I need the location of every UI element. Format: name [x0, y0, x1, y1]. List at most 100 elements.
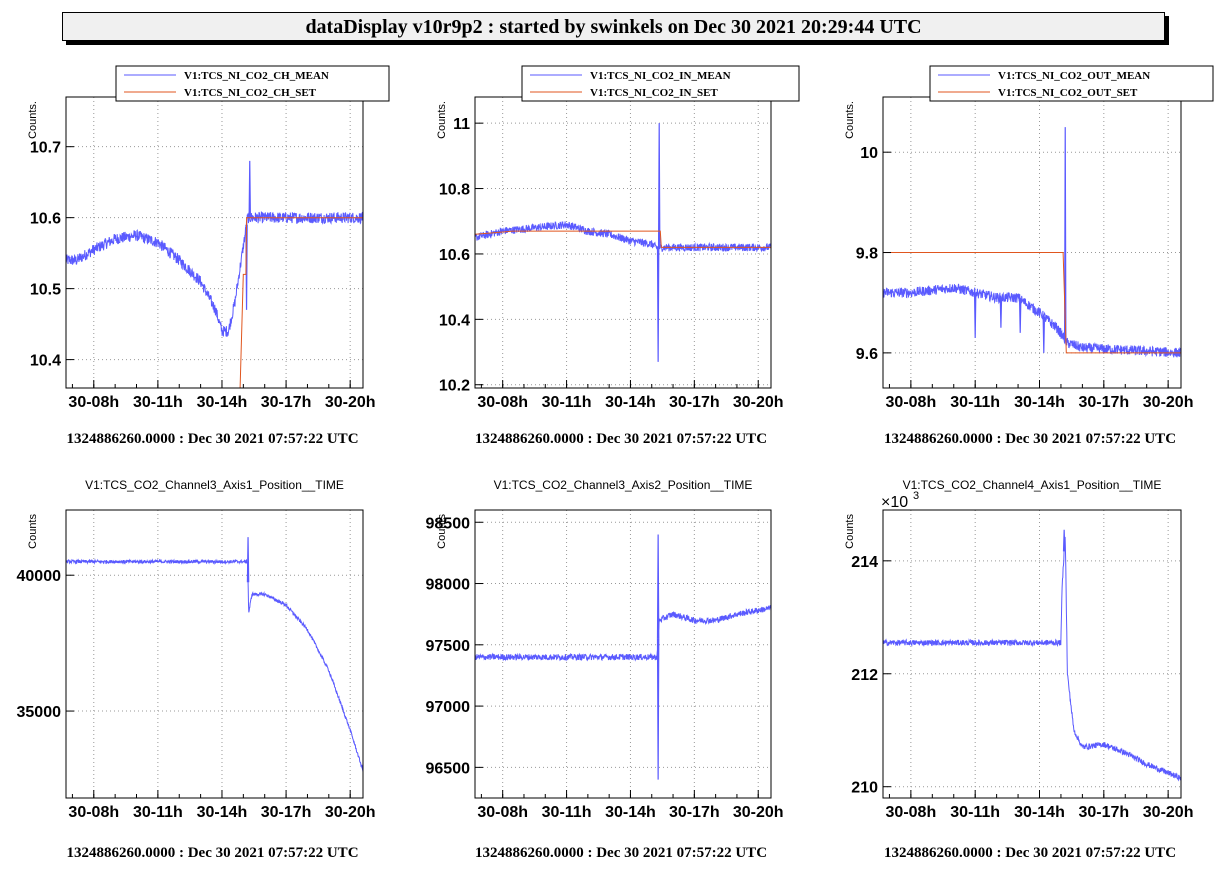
chart-caption: 1324886260.0000 : Dec 30 2021 07:57:22 U…: [66, 431, 358, 447]
x-tick-label: 30-14h: [605, 804, 656, 821]
x-tick-label: 30-08h: [68, 394, 119, 411]
y-axis-label: Counts: [27, 514, 39, 549]
y-tick-label: 97000: [426, 699, 471, 716]
legend-entry: V1:TCS_NI_CO2_CH_SET: [184, 87, 317, 99]
chart-panel-3: 30-08h 30-11h 30-14h 30-17h 30-20h 9.6 9.8 10Co…: [844, 65, 1214, 447]
x-tick-label: 30-17h: [261, 804, 312, 821]
legend-box: [521, 65, 800, 102]
legend-box: [929, 65, 1214, 102]
series-spike: [1062, 529, 1066, 552]
y-tick-label: 10.8: [439, 182, 470, 199]
x-tick-label: 30-20h: [325, 804, 376, 821]
y-tick-label: 10.7: [30, 140, 61, 157]
series-line-1: [883, 536, 1181, 782]
y-axis-label: Counts: [844, 514, 856, 549]
x-tick-label: 30-08h: [477, 394, 528, 411]
chart-panel-4: 30-08h 30-11h 30-14h 30-17h 30-20h 35000 40000…: [17, 478, 376, 861]
y-tick-label: 9.8: [856, 246, 878, 263]
y-tick-label: 10.2: [439, 378, 470, 395]
y-exponent-label: ×10: [881, 494, 908, 511]
series-line-1: [883, 283, 1181, 358]
series-spike: [973, 292, 977, 338]
x-tick-label: 30-20h: [325, 394, 376, 411]
plot-frame: [65, 509, 364, 799]
title-box: dataDisplay v10r9p2 : started by swinkel…: [62, 12, 1165, 41]
x-tick-label: 30-17h: [261, 394, 312, 411]
x-tick-label: 30-11h: [133, 394, 183, 411]
x-tick-label: 30-14h: [197, 394, 248, 411]
y-axis-label: Counts.: [27, 101, 39, 139]
x-tick-label: 30-11h: [542, 394, 592, 411]
chart-caption: 1324886260.0000 : Dec 30 2021 07:57:22 U…: [475, 431, 767, 447]
series-spike: [1042, 316, 1046, 353]
y-tick-label: 97500: [426, 638, 471, 655]
x-tick-label: 30-11h: [542, 804, 592, 821]
series-line-2: [883, 252, 1181, 354]
page-title: dataDisplay v10r9p2 : started by swinkel…: [305, 16, 922, 38]
x-tick-label: 30-11h: [950, 804, 1000, 821]
x-tick-label: 30-17h: [1078, 394, 1129, 411]
x-tick-label: 30-08h: [477, 804, 528, 821]
y-tick-label: 212: [851, 667, 878, 684]
plot-frame: [474, 96, 772, 389]
y-exponent-power: 3: [913, 490, 919, 502]
chart-panel-2: 30-08h 30-11h 30-14h 30-17h 30-20h 10.2 10.4 10…: [436, 65, 800, 447]
legend-entry: V1:TCS_NI_CO2_OUT_MEAN: [998, 70, 1150, 82]
y-tick-label: 96500: [426, 760, 471, 777]
legend-entry: V1:TCS_NI_CO2_CH_MEAN: [184, 70, 329, 82]
series-spike: [246, 537, 250, 583]
plot-frame: [474, 509, 772, 799]
y-axis-label: Counts.: [436, 101, 448, 139]
chart-panel-5: 30-08h 30-11h 30-14h 30-17h 30-20h 96500 97000…: [426, 478, 784, 861]
y-tick-label: 10.5: [30, 282, 61, 299]
series-spike: [657, 123, 661, 248]
x-tick-label: 30-14h: [605, 394, 656, 411]
x-tick-label: 30-08h: [68, 804, 119, 821]
y-tick-label: 10: [860, 145, 878, 162]
series-spike: [656, 534, 660, 639]
x-tick-label: 30-20h: [1143, 804, 1194, 821]
x-tick-label: 30-11h: [133, 804, 183, 821]
x-tick-label: 30-14h: [1014, 394, 1065, 411]
x-tick-label: 30-17h: [669, 804, 720, 821]
legend-entry: V1:TCS_NI_CO2_IN_MEAN: [590, 70, 731, 82]
series-line-1: [66, 210, 363, 337]
series-spike: [1063, 127, 1067, 340]
series-line-1: [475, 221, 771, 253]
y-axis-label: Counts: [436, 514, 448, 549]
x-tick-label: 30-20h: [733, 804, 784, 821]
x-tick-label: 30-08h: [886, 804, 937, 821]
chart-title: V1:TCS_CO2_Channel3_Axis2_Position__TIME: [494, 478, 753, 492]
x-tick-label: 30-08h: [886, 394, 937, 411]
plot-frame: [882, 96, 1182, 389]
chart-caption: 1324886260.0000 : Dec 30 2021 07:57:22 U…: [475, 845, 767, 861]
chart-panel-1: 30-08h 30-11h 30-14h 30-17h 30-20h 10.4 10.5 10…: [27, 65, 390, 447]
series-spike: [656, 638, 660, 780]
series-line-1: [66, 558, 363, 772]
chart-panel-6: 30-08h 30-11h 30-14h 30-17h 30-20h 210 212 214 C…: [844, 478, 1193, 861]
y-tick-label: 98000: [426, 577, 471, 594]
y-tick-label: 9.6: [856, 346, 878, 363]
series-line-2: [239, 217, 363, 388]
x-tick-label: 30-11h: [950, 394, 1000, 411]
y-tick-label: 10.6: [439, 247, 470, 264]
x-tick-label: 30-14h: [1014, 804, 1065, 821]
x-tick-label: 30-17h: [1078, 804, 1129, 821]
chart-caption: 1324886260.0000 : Dec 30 2021 07:57:22 U…: [884, 431, 1176, 447]
series-spike: [248, 160, 251, 218]
x-tick-label: 30-20h: [1143, 394, 1194, 411]
y-tick-label: 210: [851, 780, 878, 797]
series-line-1: [475, 605, 771, 662]
y-tick-label: 40000: [17, 568, 62, 585]
x-tick-label: 30-17h: [669, 394, 720, 411]
y-tick-label: 98500: [426, 515, 471, 532]
legend-entry: V1:TCS_NI_CO2_IN_SET: [590, 87, 718, 99]
chart-caption: 1324886260.0000 : Dec 30 2021 07:57:22 U…: [66, 845, 358, 861]
y-tick-label: 214: [851, 554, 878, 571]
chart-caption: 1324886260.0000 : Dec 30 2021 07:57:22 U…: [884, 845, 1176, 861]
y-tick-label: 35000: [17, 704, 62, 721]
series-spike: [1018, 299, 1022, 333]
y-tick-label: 11: [453, 116, 470, 133]
y-axis-label: Counts.: [844, 101, 856, 139]
